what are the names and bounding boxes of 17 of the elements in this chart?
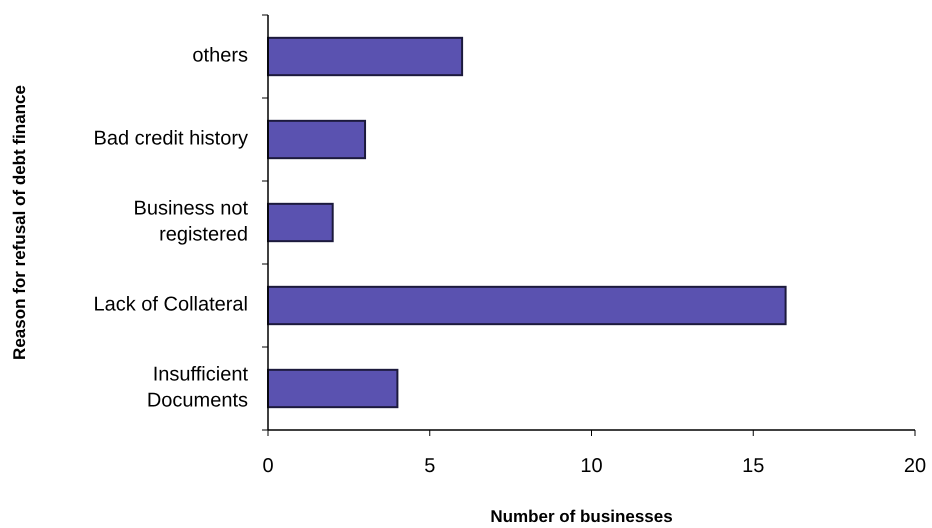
x-tick-label: 5 xyxy=(424,455,436,477)
x-axis-title: Number of businesses xyxy=(490,507,673,526)
x-tick-label: 20 xyxy=(904,455,926,477)
bar xyxy=(267,368,398,408)
y-tick-label: Bad credit history xyxy=(93,128,248,150)
x-tick-label: 10 xyxy=(580,455,603,477)
y-tick-label: others xyxy=(192,44,248,67)
x-tick-label: 0 xyxy=(262,455,274,477)
bar xyxy=(267,286,787,326)
y-axis-title: Reason for refusal of debt finance xyxy=(10,85,29,360)
y-tick-label: Lack of Collateral xyxy=(93,294,248,316)
bar xyxy=(267,202,334,242)
x-tick-label: 15 xyxy=(742,455,764,477)
y-tick-label: Insufficient Documents xyxy=(146,364,248,412)
bar xyxy=(267,36,464,76)
bar xyxy=(267,120,366,160)
y-tick-label: Business not registered xyxy=(133,198,248,246)
